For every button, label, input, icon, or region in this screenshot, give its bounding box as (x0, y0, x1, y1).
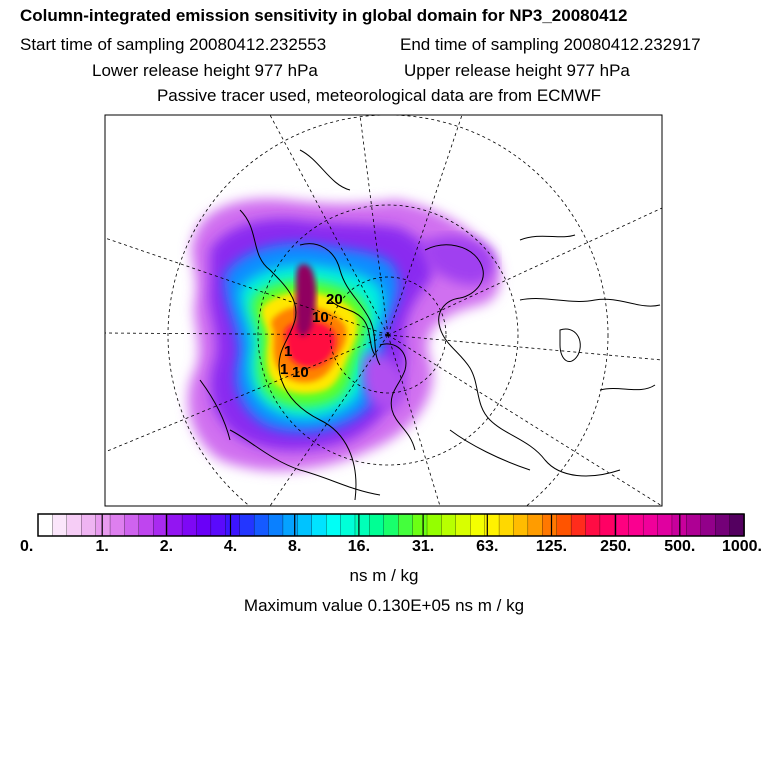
colorbar-units: ns m / kg (349, 566, 419, 585)
colorbar-cell (700, 513, 716, 537)
colorbar-cell (542, 513, 558, 537)
colorbar-tick-label: 8. (288, 538, 302, 555)
colorbar-cell (196, 513, 212, 537)
colorbar-cell (253, 513, 270, 537)
colorbar-cell (109, 513, 126, 537)
colorbar-cell (383, 513, 399, 537)
colorbar-cells (37, 513, 745, 537)
colorbar-cell (570, 513, 587, 537)
tracer-note: Passive tracer used, meteorological data… (156, 86, 602, 105)
colorbar-tick-label: 1. (95, 538, 109, 555)
colorbar-cell (167, 513, 183, 537)
colorbar-cell (354, 513, 371, 537)
map-label: 1 (284, 343, 292, 360)
colorbar-cell (398, 513, 414, 537)
colorbar-cell (95, 513, 111, 537)
colorbar-cell (239, 513, 255, 537)
colorbar-tick-label: 63. (476, 538, 499, 555)
colorbar-tick-label: 125. (535, 538, 568, 555)
colorbar-major-dividers (101, 514, 681, 536)
colorbar-cell (52, 513, 68, 537)
start-time-label: Start time of sampling 20080412.232553 (20, 35, 327, 54)
lower-release-height-label: Lower release height 977 hPa (92, 61, 318, 80)
colorbar-tick-label: 0. (20, 538, 34, 555)
colorbar-tick-label: 16. (347, 538, 371, 555)
colorbar-cell (66, 513, 82, 537)
field-layer-core (295, 264, 317, 337)
colorbar-cell (585, 513, 601, 537)
colorbar-cell (686, 513, 702, 537)
field-layer-red (285, 320, 336, 368)
colorbar-cell (426, 513, 443, 537)
graticule (105, 115, 662, 506)
field-arm-northeast (420, 235, 495, 285)
colorbar-cell (225, 513, 241, 537)
colorbar-cell (599, 513, 616, 537)
plot-title: Column-integrated emission sensitivity i… (20, 6, 628, 25)
map-label: 10 (292, 364, 309, 381)
colorbar-cell (470, 513, 486, 537)
colorbar-tick-label: 2. (159, 538, 174, 555)
colorbar-cell (297, 513, 313, 537)
colorbar-cell (340, 513, 356, 537)
colorbar-tick-label: 31. (411, 538, 435, 555)
map-label: 20 (326, 291, 343, 308)
colorbar-cell (138, 513, 155, 537)
colorbar-cell (513, 513, 529, 537)
colorbar-cell (311, 513, 327, 537)
colorbar-cell (628, 513, 644, 537)
colorbar-cell (181, 513, 198, 537)
colorbar-tick-label: 250. (600, 538, 632, 555)
colorbar-cell (326, 513, 342, 537)
colorbar-cell (614, 513, 630, 537)
colorbar-cell (210, 513, 227, 537)
colorbar-cell (412, 513, 428, 537)
colorbar-tick-label: 4. (223, 538, 238, 555)
end-time-label: End time of sampling 20080412.232917 (400, 35, 701, 54)
colorbar-cell (369, 513, 385, 537)
colorbar-cell (527, 513, 544, 537)
colorbar-cell (729, 513, 745, 537)
upper-release-height-label: Upper release height 977 hPa (404, 61, 630, 80)
colorbar-cell (268, 513, 284, 537)
field-tongue-east (362, 353, 407, 410)
colorbar-frame (37, 513, 745, 537)
colorbar-tick-label: 500. (664, 538, 696, 555)
colorbar-cell (556, 513, 572, 537)
colorbar-tick-label: 1000. (721, 538, 762, 555)
colorbar-cell (715, 513, 731, 537)
map-frame (104, 114, 663, 507)
map-label: 10 (312, 309, 329, 326)
colorbar-cell (455, 513, 471, 537)
colorbar-cell (498, 513, 515, 537)
colorbar-cell (81, 513, 97, 537)
colorbar-cell (441, 513, 457, 537)
maximum-value-label: Maximum value 0.130E+05 ns m / kg (243, 596, 525, 615)
colorbar-cell (282, 513, 299, 537)
map-label: 1 (280, 361, 288, 378)
colorbar-cell (642, 513, 659, 537)
colorbar-cell (124, 513, 140, 537)
colorbar-cell (37, 513, 54, 537)
coastlines (199, 149, 661, 501)
colorbar-cell (657, 513, 673, 537)
